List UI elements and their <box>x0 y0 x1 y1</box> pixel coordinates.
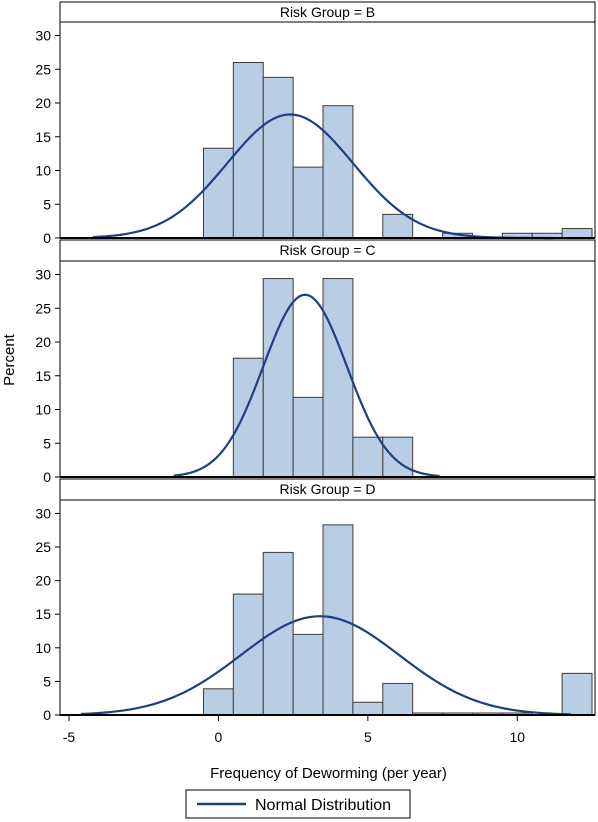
y-tick-label: 25 <box>35 61 51 77</box>
y-tick-label: 15 <box>35 368 51 384</box>
y-tick-label: 5 <box>43 673 51 689</box>
histogram-bar <box>561 228 593 239</box>
y-tick-label: 10 <box>35 163 51 179</box>
y-tick-label: 10 <box>35 640 51 656</box>
panel-title: Risk Group = B <box>280 4 375 20</box>
y-axis-label: Percent <box>1 333 18 386</box>
y-tick-label: 5 <box>43 435 51 451</box>
histogram-bar <box>382 682 414 716</box>
y-tick-label: 0 <box>43 230 51 246</box>
y-tick-label: 0 <box>43 707 51 723</box>
histogram-bar <box>292 633 324 716</box>
histogram-bar <box>322 524 354 716</box>
x-tick-label: -5 <box>63 729 76 745</box>
histogram-bar <box>322 278 354 478</box>
histogram-bar <box>262 76 294 239</box>
y-tick-label: 30 <box>35 505 51 521</box>
x-tick-label: 10 <box>510 729 526 745</box>
histogram-bar <box>322 105 354 239</box>
x-tick-label: 0 <box>215 729 223 745</box>
x-axis-label: Frequency of Deworming (per year) <box>210 765 447 782</box>
y-tick-label: 25 <box>35 539 51 555</box>
y-tick-label: 30 <box>35 267 51 283</box>
histogram-bar <box>352 436 384 478</box>
y-tick-label: 15 <box>35 129 51 145</box>
histogram-bar <box>382 436 414 478</box>
legend: Normal Distribution <box>185 789 411 819</box>
normal-distribution-curve <box>92 113 554 240</box>
legend-label: Normal Distribution <box>255 797 391 814</box>
panel-3: Risk Group = D 0 5 10 15 20 25 30 <box>35 478 596 723</box>
histogram-bar <box>262 551 294 716</box>
y-tick-label: 20 <box>35 95 51 111</box>
histogram-bar <box>292 166 324 239</box>
panel-1: Risk Group = B 0 5 10 15 20 25 30 <box>35 1 596 246</box>
y-tick-label: 15 <box>35 606 51 622</box>
normal-distribution-curve <box>80 615 572 716</box>
panel-title: Risk Group = D <box>279 481 375 497</box>
y-tick-label: 5 <box>43 196 51 212</box>
x-tick-label: 5 <box>364 729 372 745</box>
histogram-bar <box>352 701 384 716</box>
y-tick-label: 20 <box>35 573 51 589</box>
histogram-bar <box>202 688 234 716</box>
histogram-bar <box>292 396 324 478</box>
y-tick-label: 25 <box>35 300 51 316</box>
histogram-bar <box>561 672 593 716</box>
panel-2: Risk Group = C 0 5 10 15 20 25 30 <box>35 239 596 485</box>
panel-title: Risk Group = C <box>279 242 375 258</box>
y-tick-label: 0 <box>43 469 51 485</box>
y-tick-label: 30 <box>35 28 51 44</box>
y-tick-label: 10 <box>35 402 51 418</box>
normal-distribution-curve <box>173 293 440 478</box>
y-tick-label: 20 <box>35 334 51 350</box>
histogram-bar <box>232 593 264 716</box>
